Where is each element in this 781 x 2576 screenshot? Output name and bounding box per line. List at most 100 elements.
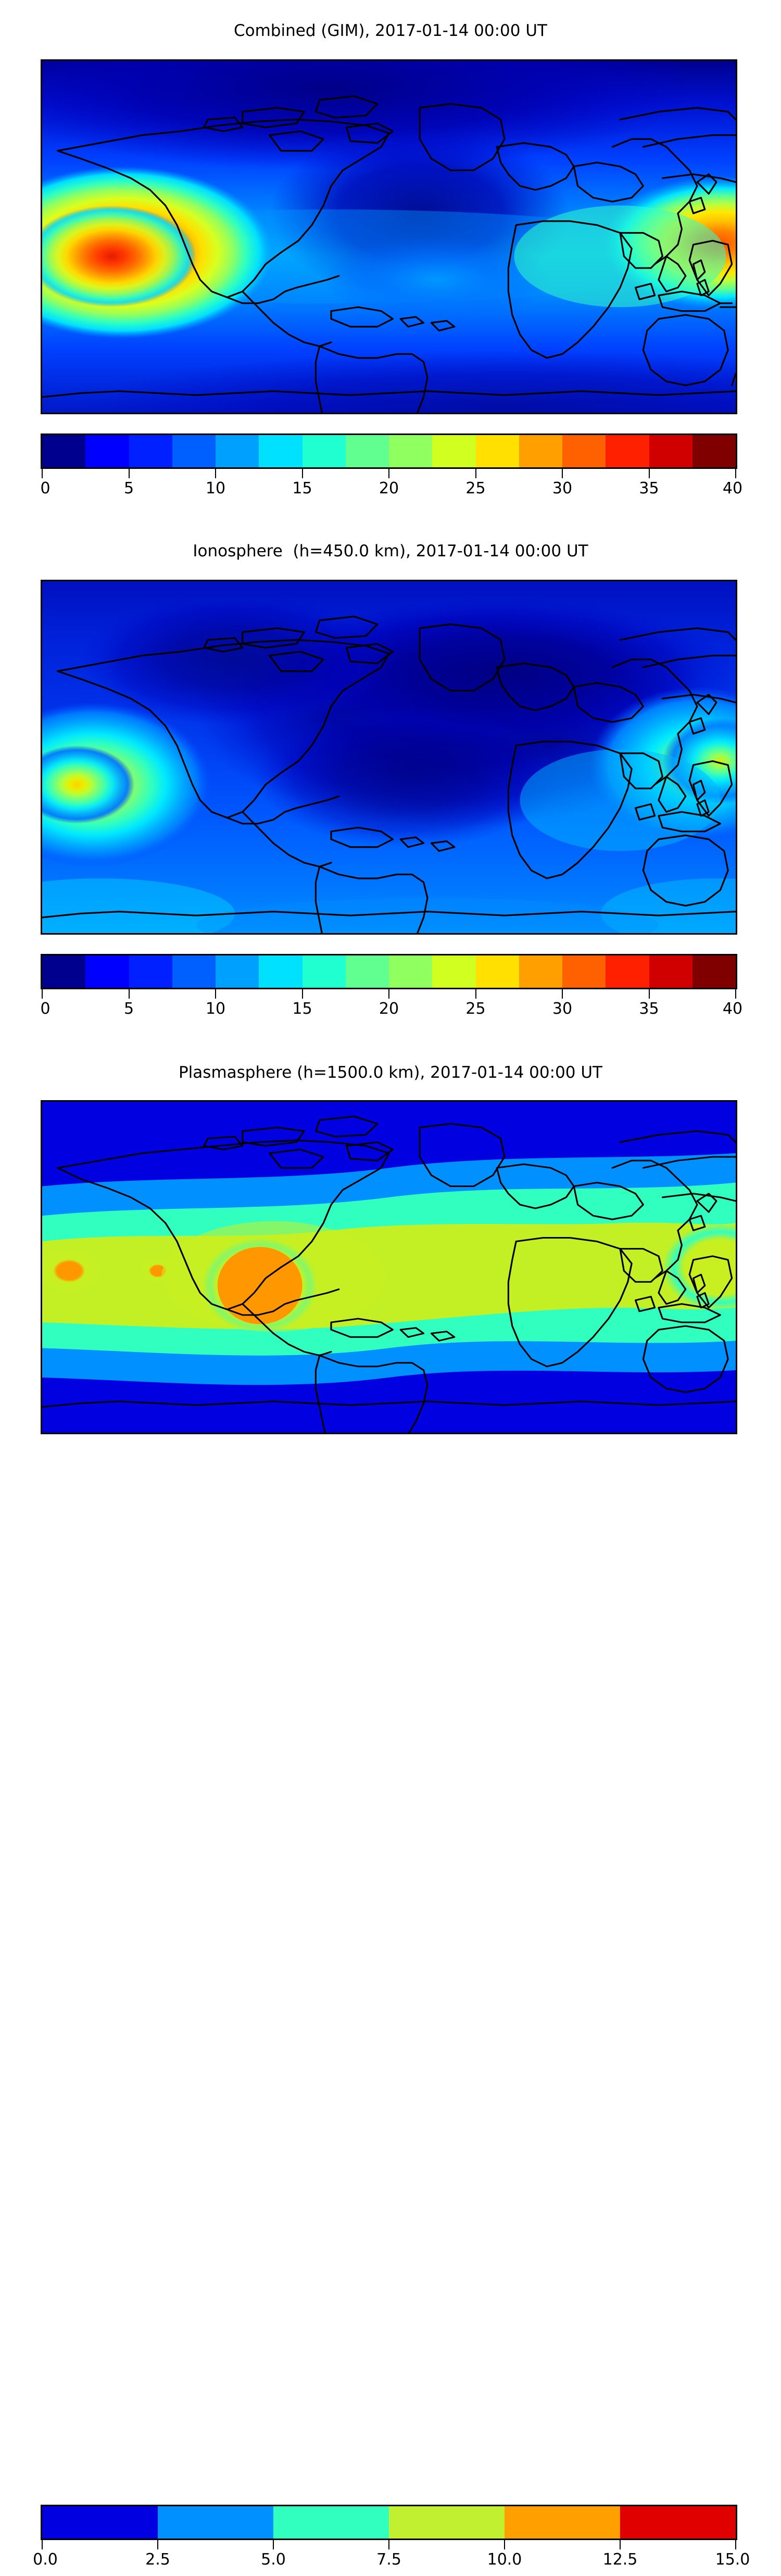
- colorbar-tick: [42, 989, 43, 999]
- colorbar-tick-label: 15: [292, 479, 312, 498]
- colorbar-segment: [42, 2506, 158, 2539]
- colorbar-tick: [620, 2540, 621, 2549]
- map-ionosphere: [41, 580, 737, 935]
- colorbar-segment: [389, 2506, 505, 2539]
- colorbar-tick-label: 25: [465, 1000, 486, 1018]
- colorbar-tick-label: 0: [40, 1000, 51, 1018]
- colorbar-labels-combined-gim: 0 5 10 15 20 25 30 35 40: [0, 481, 781, 505]
- colorbar-tick: [42, 469, 43, 478]
- colorbar-tick-label: 40: [722, 1000, 743, 1018]
- colorbar-segment: [620, 2506, 736, 2539]
- colorbar-segment: [606, 435, 649, 467]
- colorbar-tick: [301, 469, 303, 478]
- colorbar-tick-label: 40: [722, 479, 743, 498]
- colorbar-segment: [345, 435, 389, 467]
- colorbar-tick-label: 0.0: [33, 2551, 58, 2569]
- colorbar-segment: [42, 435, 86, 467]
- colorbar-ticks-combined-gim: [41, 469, 737, 480]
- panel-plasmasphere: Plasmasphere (h=1500.0 km), 2017-01-14 0…: [0, 1046, 781, 2568]
- colorbar-tick: [648, 469, 650, 478]
- panel-title-ionosphere: Ionosphere (h=450.0 km), 2017-01-14 00:0…: [193, 542, 588, 560]
- colorbar-tick: [157, 2540, 158, 2549]
- colorbar-tick: [648, 989, 650, 999]
- colorbar-ticks-ionosphere: [41, 989, 737, 1001]
- colorbar-segment: [606, 955, 649, 988]
- colorbar-tick: [128, 469, 130, 478]
- colorbar-labels-plasmasphere: 0.0 2.5 5.0 7.5 10.0 12.5 15.0: [0, 2552, 781, 2576]
- colorbar-segment: [519, 955, 562, 988]
- colorbar-segment: [172, 435, 216, 467]
- colorbar-segment: [649, 955, 692, 988]
- colorbar-segment: [562, 435, 606, 467]
- panel-combined-gim: Combined (GIM), 2017-01-14 00:00 UT: [0, 0, 781, 520]
- colorbar-segment: [85, 435, 129, 467]
- colorbar-ticks-plasmasphere: [41, 2540, 737, 2552]
- colorbar-tick-label: 2.5: [145, 2551, 170, 2569]
- colorbar-tick-label: 35: [639, 1000, 659, 1018]
- colorbar-tick: [475, 989, 476, 999]
- colorbar-segment: [432, 955, 476, 988]
- colorbar-tick: [215, 989, 216, 999]
- colorbar-tick-label: 10: [205, 479, 226, 498]
- colorbar-segment: [562, 955, 606, 988]
- colorbar-segment: [259, 435, 303, 467]
- colorbar-tick: [562, 989, 563, 999]
- colorbar-segment: [216, 955, 259, 988]
- colorbar-tick: [562, 469, 563, 478]
- colorbar-tick-label: 25: [465, 479, 486, 498]
- colorbar-labels-ionosphere: 0 5 10 15 20 25 30 35 40: [0, 1001, 781, 1025]
- colorbar-segment: [432, 435, 476, 467]
- colorbar-tick-label: 35: [639, 479, 659, 498]
- panel-ionosphere: Ionosphere (h=450.0 km), 2017-01-14 00:0…: [0, 520, 781, 1046]
- tec-contour-plasmasphere: [42, 1102, 736, 1433]
- colorbar-tick-label: 5: [123, 1000, 134, 1018]
- colorbar-tick-label: 15.0: [715, 2551, 750, 2569]
- map-canvas-plasmasphere: [42, 1102, 736, 1433]
- colorbar-segment: [389, 955, 433, 988]
- colorbar-segment: [259, 955, 303, 988]
- colorbar-segment: [85, 955, 129, 988]
- colorbar-tick: [128, 989, 130, 999]
- colorbar-segment: [692, 955, 736, 988]
- colorbar-tick-label: 7.5: [376, 2551, 401, 2569]
- colorbar-tick-label: 15: [292, 1000, 312, 1018]
- coastline-overlay-combined-gim: [42, 107, 736, 398]
- colorbar-segment: [519, 435, 562, 467]
- colorbar-segment: [302, 435, 346, 467]
- colorbar-segment: [273, 2506, 389, 2539]
- colorbar-combined-gim: [41, 433, 737, 469]
- colorbar-tick-label: 10.0: [487, 2551, 522, 2569]
- colorbar-tick: [735, 989, 736, 999]
- colorbar-tick: [504, 2540, 505, 2549]
- map-combined-gim: [41, 59, 737, 414]
- colorbar-segment: [345, 955, 389, 988]
- colorbar-tick-label: 5: [123, 479, 134, 498]
- colorbar-plasmasphere: [41, 2505, 737, 2540]
- colorbar-segment: [302, 955, 346, 988]
- colorbar-segment: [505, 2506, 620, 2539]
- colorbar-tick: [735, 469, 736, 478]
- colorbar-tick-label: 20: [379, 479, 399, 498]
- colorbar-ionosphere: [41, 954, 737, 989]
- colorbar-tick-label: 0: [40, 479, 51, 498]
- colorbar-segment: [649, 435, 692, 467]
- tec-contour-ionosphere: [42, 581, 736, 933]
- colorbar-segment: [475, 435, 519, 467]
- colorbar-segment: [475, 955, 519, 988]
- map-canvas-combined-gim: [42, 61, 736, 413]
- colorbar-segment: [129, 955, 172, 988]
- colorbar-segment: [172, 955, 216, 988]
- colorbar-tick-label: 12.5: [602, 2551, 638, 2569]
- colorbar-tick: [215, 469, 216, 478]
- colorbar-segment: [389, 435, 433, 467]
- panel-title-combined-gim: Combined (GIM), 2017-01-14 00:00 UT: [234, 21, 547, 40]
- colorbar-tick-label: 30: [552, 479, 573, 498]
- colorbar-tick: [42, 2540, 43, 2549]
- colorbar-tick: [273, 2540, 274, 2549]
- colorbar-tick: [388, 989, 389, 999]
- colorbar-tick: [388, 2540, 389, 2549]
- colorbar-tick: [475, 469, 476, 478]
- colorbar-segment: [692, 435, 736, 467]
- map-plasmasphere: [41, 1100, 737, 1434]
